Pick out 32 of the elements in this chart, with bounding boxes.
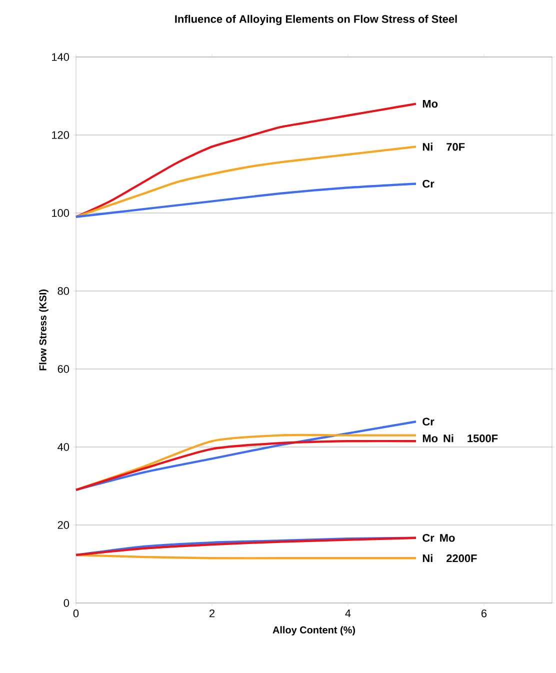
annotation: 1500F (468, 434, 498, 442)
line-series (74, 536, 418, 556)
y-tick-label: 20 (58, 521, 70, 529)
series-label: Mo (422, 434, 438, 442)
series-label: Cr (422, 534, 434, 542)
annotation: 70F (446, 142, 465, 151)
y-tick-label: 140 (52, 53, 70, 61)
line-series (74, 146, 418, 218)
text: Ni (444, 434, 454, 442)
y-tick-label: 0 (64, 599, 70, 607)
annotation: 2200F (446, 554, 477, 562)
line-series (74, 102, 418, 218)
x-tick-label: 6 (482, 610, 487, 618)
line-series (74, 420, 418, 491)
chart-title: Influence of Alloying Elements on Flow Stress of Steel (175, 14, 457, 26)
y-tick-label: 60 (58, 365, 70, 373)
series-label: Cr (422, 418, 434, 426)
y-tick-label: 120 (52, 131, 70, 139)
x-axis-title: Alloy Content (%) (272, 626, 356, 636)
line-series (74, 182, 418, 218)
y-axis-title: Flow Stress (KSI) (39, 290, 48, 370)
x-tick-label: 4 (345, 610, 351, 618)
y-tick-label: 40 (58, 443, 70, 451)
series-label: Cr (422, 180, 434, 188)
series-label: Ni (422, 142, 432, 151)
x-tick-label: 2 (209, 610, 214, 618)
series-label: Ni (422, 554, 432, 562)
x-tick-label: 0 (73, 610, 79, 618)
text: Mo (440, 534, 455, 542)
y-tick-label: 100 (52, 209, 70, 217)
y-tick-label: 80 (58, 287, 70, 295)
series-label: Mo (422, 100, 438, 108)
